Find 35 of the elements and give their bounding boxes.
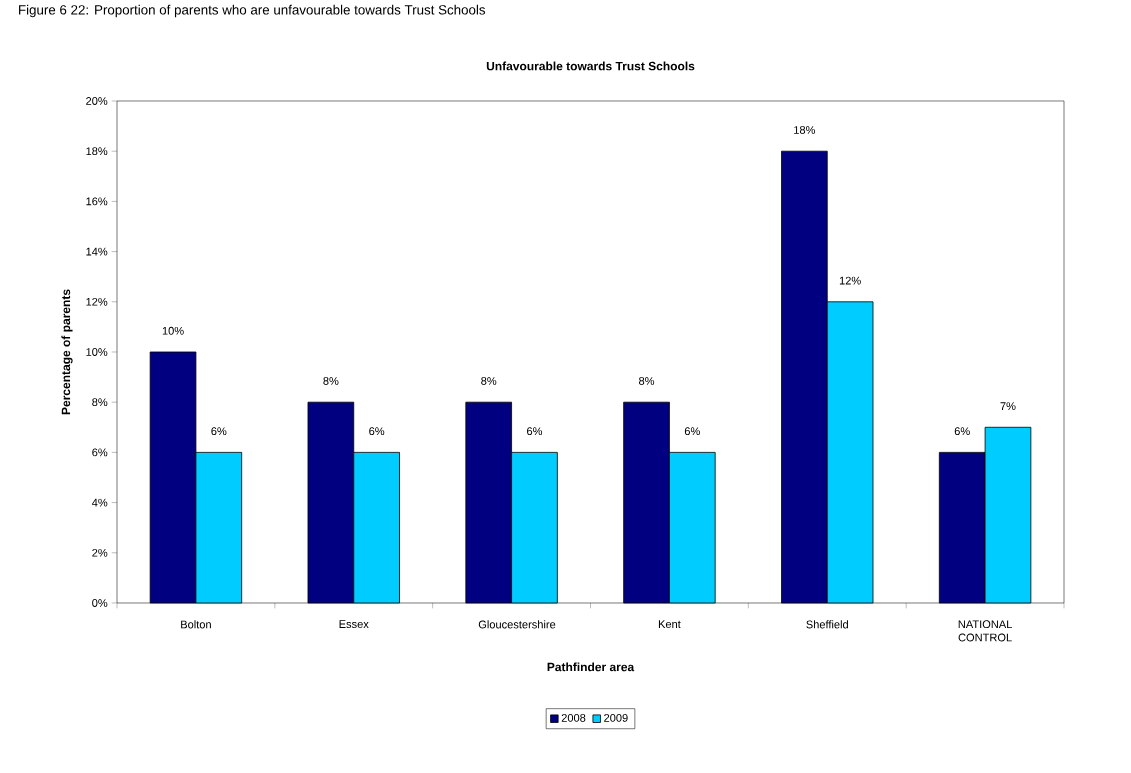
y-tick-label: 4% [91, 498, 108, 507]
y-tick-label: 12% [86, 297, 108, 306]
x-tick-label: Kent [658, 620, 681, 628]
legend-label: 2009 [604, 714, 628, 722]
data-label: 6% [684, 427, 700, 436]
data-label: 12% [839, 276, 861, 285]
y-tick-label: 16% [86, 197, 108, 206]
data-label: 10% [162, 326, 184, 335]
x-tick-label: Gloucestershire [478, 620, 556, 629]
chart-title: Unfavourable towards Trust Schools [486, 61, 695, 71]
data-label: 8% [323, 377, 339, 385]
x-tick-label: Sheffield [806, 620, 848, 629]
y-tick-label: 14% [86, 247, 108, 256]
y-tick-label: 10% [86, 348, 108, 356]
data-label: 6% [954, 427, 970, 436]
y-tick-label: 6% [92, 448, 108, 457]
y-tick-label: 8% [92, 398, 108, 407]
x-axis-title: Pathfinder area [547, 662, 635, 672]
y-axis-title: Percentage of parents [61, 289, 73, 415]
y-tick-label: 18% [86, 147, 108, 156]
data-label: 8% [639, 377, 655, 385]
y-tick-label: 20% [86, 97, 108, 105]
legend-label: 2008 [561, 714, 586, 722]
x-tick-label: Bolton [181, 620, 211, 629]
data-label: 8% [481, 377, 497, 385]
y-tick-label: 0% [92, 599, 108, 607]
x-tick-label: Essex [339, 620, 369, 628]
data-label: 18% [794, 126, 816, 134]
caption: Figure 6 22: Proportion of parents who are unfavourable towards Trust Schools [19, 4, 486, 18]
x-tick-label: NATIONAL CONTROL [958, 620, 1012, 642]
data-label: 6% [369, 427, 385, 436]
data-label: 6% [527, 427, 543, 436]
data-label: 6% [211, 427, 227, 436]
data-label: 7% [1000, 402, 1016, 410]
y-tick-label: 2% [92, 548, 108, 557]
